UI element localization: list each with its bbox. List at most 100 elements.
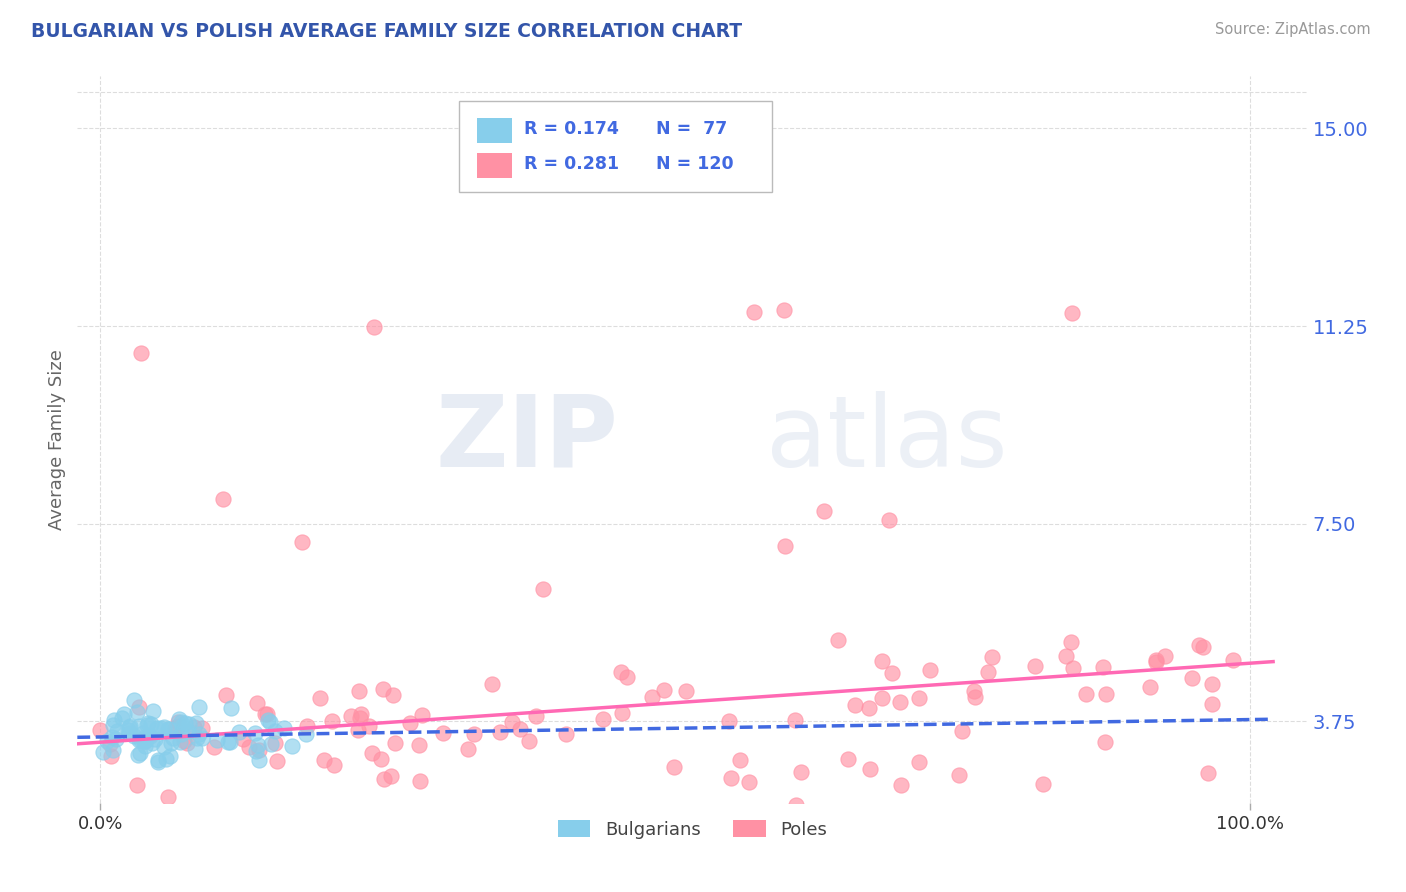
Point [1222, 653, 1244, 667]
Point [1060, 635, 1083, 649]
Point [489, 725, 512, 739]
Point [146, 755, 169, 769]
Point [170, 727, 193, 741]
Point [870, 690, 893, 705]
Point [263, 735, 285, 749]
Point [373, 772, 395, 786]
Point [1032, 777, 1054, 791]
Point [297, 718, 319, 732]
Point [205, 732, 228, 747]
Point [176, 736, 198, 750]
Point [641, 690, 664, 704]
Point [186, 731, 208, 745]
Point [555, 727, 578, 741]
Point [135, 731, 157, 745]
Point [245, 744, 267, 758]
Point [859, 762, 882, 776]
Point [1095, 687, 1118, 701]
Point [785, 798, 807, 813]
Point [340, 708, 363, 723]
Point [146, 753, 169, 767]
Point [165, 721, 187, 735]
Point [384, 736, 406, 750]
Point [128, 700, 150, 714]
Point [1074, 688, 1097, 702]
Point [117, 723, 139, 738]
Point [785, 713, 807, 727]
Point [173, 716, 195, 731]
Point [266, 754, 288, 768]
Point [96, 734, 118, 748]
Point [143, 731, 166, 746]
Point [246, 696, 269, 710]
Point [1060, 306, 1083, 320]
Point [1154, 649, 1177, 664]
Point [717, 714, 740, 729]
Point [131, 733, 153, 747]
Point [169, 735, 191, 749]
Point [221, 701, 243, 715]
Point [363, 320, 385, 334]
Point [152, 720, 174, 734]
Point [877, 513, 900, 527]
Point [357, 718, 380, 732]
Point [1201, 697, 1223, 711]
Point [170, 719, 193, 733]
Text: N =  77: N = 77 [655, 120, 727, 138]
Point [190, 731, 212, 745]
Point [202, 739, 225, 754]
Point [134, 734, 156, 748]
Point [256, 707, 278, 722]
Point [232, 731, 254, 746]
Legend: Bulgarians, Poles: Bulgarians, Poles [551, 813, 834, 847]
Point [139, 729, 162, 743]
Point [872, 654, 894, 668]
Text: R = 0.174: R = 0.174 [524, 120, 619, 138]
Point [101, 743, 124, 757]
Text: BULGARIAN VS POLISH AVERAGE FAMILY SIZE CORRELATION CHART: BULGARIAN VS POLISH AVERAGE FAMILY SIZE … [31, 22, 742, 41]
Point [1092, 659, 1115, 673]
Point [167, 712, 190, 726]
Point [408, 738, 430, 752]
Point [228, 725, 250, 739]
Point [1146, 652, 1168, 666]
Point [247, 743, 270, 757]
Point [1201, 676, 1223, 690]
Point [977, 665, 1000, 680]
Point [243, 726, 266, 740]
Point [173, 734, 195, 748]
Point [188, 700, 211, 714]
Point [321, 714, 343, 729]
Point [132, 726, 155, 740]
Point [152, 739, 174, 754]
FancyBboxPatch shape [458, 102, 772, 192]
Point [1144, 655, 1167, 669]
Point [281, 739, 304, 753]
Point [149, 721, 172, 735]
Point [948, 767, 970, 781]
Point [432, 726, 454, 740]
Point [141, 736, 163, 750]
Point [411, 707, 433, 722]
Point [118, 726, 141, 740]
Point [111, 711, 134, 725]
Point [380, 769, 402, 783]
Point [457, 741, 479, 756]
Point [247, 753, 270, 767]
Point [827, 632, 849, 647]
Point [120, 719, 142, 733]
Point [463, 727, 485, 741]
Point [136, 716, 159, 731]
Text: N = 120: N = 120 [655, 155, 733, 173]
Point [1094, 734, 1116, 748]
Point [155, 752, 177, 766]
Point [177, 724, 200, 739]
Point [1054, 649, 1077, 664]
Point [217, 735, 239, 749]
Point [349, 711, 371, 725]
Point [184, 716, 207, 731]
Point [730, 753, 752, 767]
Point [1139, 680, 1161, 694]
Point [294, 727, 316, 741]
Point [720, 771, 742, 785]
